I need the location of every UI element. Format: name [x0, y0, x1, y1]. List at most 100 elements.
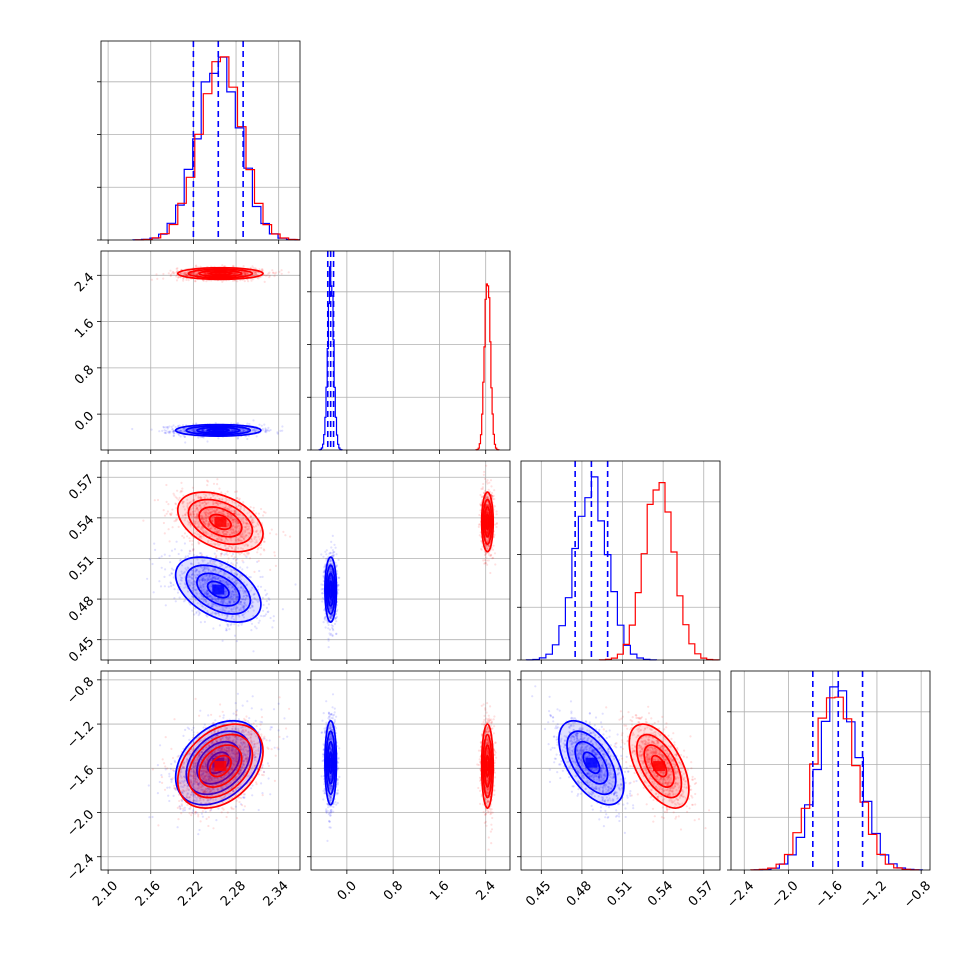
- scatter-point: [224, 530, 228, 533]
- scatter-point: [234, 579, 237, 582]
- scatter-point: [234, 590, 237, 594]
- scatter-point: [255, 530, 258, 534]
- scatter-point: [223, 579, 226, 582]
- scatter-point: [171, 427, 174, 431]
- scatter-point: [263, 540, 266, 543]
- scatter-point: [256, 551, 259, 554]
- scatter-point: [195, 508, 198, 511]
- scatter-point: [196, 522, 199, 525]
- scatter-point: [234, 595, 238, 598]
- scatter-point: [268, 532, 272, 535]
- scatter-point: [194, 599, 197, 602]
- scatter-point: [211, 603, 214, 606]
- scatter-point: [226, 565, 229, 568]
- scatter-point: [184, 271, 187, 274]
- scatter-point: [181, 572, 184, 575]
- scatter-point: [205, 593, 208, 596]
- scatter-point: [194, 516, 197, 519]
- scatter-point: [258, 271, 261, 274]
- scatter-point: [173, 588, 176, 591]
- scatter-point: [221, 606, 224, 610]
- scatter-point: [199, 496, 202, 499]
- scatter-point: [211, 598, 214, 601]
- scatter-point: [236, 596, 239, 599]
- scatter-point: [243, 271, 246, 274]
- scatter-point: [198, 572, 201, 576]
- scatter-point: [213, 509, 216, 512]
- scatter-point: [230, 610, 233, 613]
- scatter-point: [267, 603, 270, 606]
- scatter-point: [234, 519, 237, 523]
- scatter-point: [240, 600, 243, 604]
- scatter-point: [175, 518, 178, 521]
- scatter-point: [268, 429, 271, 432]
- scatter-point: [181, 534, 184, 538]
- scatter-point: [205, 516, 208, 519]
- scatter-point: [201, 428, 205, 432]
- scatter-point: [243, 430, 246, 433]
- scatter-point: [201, 428, 204, 431]
- scatter-point: [203, 496, 206, 499]
- scatter-point: [223, 594, 226, 597]
- scatter-point: [231, 428, 234, 431]
- scatter-point: [260, 507, 263, 511]
- scatter-point: [207, 524, 210, 527]
- scatter-point: [226, 512, 230, 515]
- scatter-point: [210, 582, 213, 586]
- scatter-point: [211, 598, 214, 601]
- scatter-point: [253, 537, 256, 541]
- scatter-point: [273, 272, 277, 275]
- scatter-point: [220, 600, 223, 603]
- scatter-point: [233, 531, 236, 534]
- scatter-point: [207, 480, 210, 483]
- scatter-point: [176, 269, 179, 272]
- scatter-point: [193, 430, 196, 433]
- scatter-point: [203, 579, 206, 582]
- scatter-point: [255, 428, 258, 431]
- scatter-point: [191, 430, 195, 433]
- scatter-point: [208, 493, 211, 496]
- scatter-point: [211, 576, 215, 579]
- scatter-point: [201, 519, 204, 523]
- scatter-point: [192, 583, 195, 586]
- scatter-point: [232, 524, 235, 527]
- scatter-point: [252, 278, 255, 281]
- scatter-point: [205, 579, 208, 582]
- scatter-point: [190, 582, 193, 585]
- scatter-point: [244, 531, 247, 534]
- scatter-point: [220, 577, 223, 580]
- scatter-point: [202, 429, 205, 432]
- scatter-point: [245, 594, 248, 597]
- scatter-point: [227, 600, 230, 603]
- scatter-point: [196, 592, 199, 596]
- scatter-point: [208, 575, 211, 579]
- scatter-point: [205, 502, 208, 505]
- scatter-point: [172, 430, 175, 433]
- scatter-point: [201, 429, 204, 432]
- scatter-point: [230, 510, 233, 513]
- scatter-point: [179, 558, 182, 561]
- scatter-point: [199, 603, 202, 606]
- scatter-point: [152, 591, 155, 594]
- scatter-point: [210, 511, 213, 514]
- scatter-point: [192, 513, 196, 517]
- scatter-point: [261, 427, 264, 430]
- scatter-point: [224, 532, 227, 535]
- scatter-point: [231, 271, 234, 275]
- scatter-point: [194, 273, 197, 276]
- scatter-point: [229, 596, 232, 599]
- scatter-point: [187, 521, 191, 524]
- scatter-point: [199, 506, 202, 509]
- scatter-point: [209, 562, 212, 565]
- scatter-point: [238, 539, 241, 542]
- scatter-point: [236, 541, 239, 544]
- scatter-point: [227, 597, 230, 600]
- scatter-point: [201, 579, 204, 582]
- scatter-point: [243, 509, 246, 512]
- scatter-point: [231, 546, 234, 550]
- scatter-point: [232, 593, 235, 596]
- scatter-point: [252, 509, 255, 512]
- scatter-point: [216, 478, 219, 481]
- scatter-point: [168, 430, 172, 433]
- scatter-point: [232, 518, 235, 521]
